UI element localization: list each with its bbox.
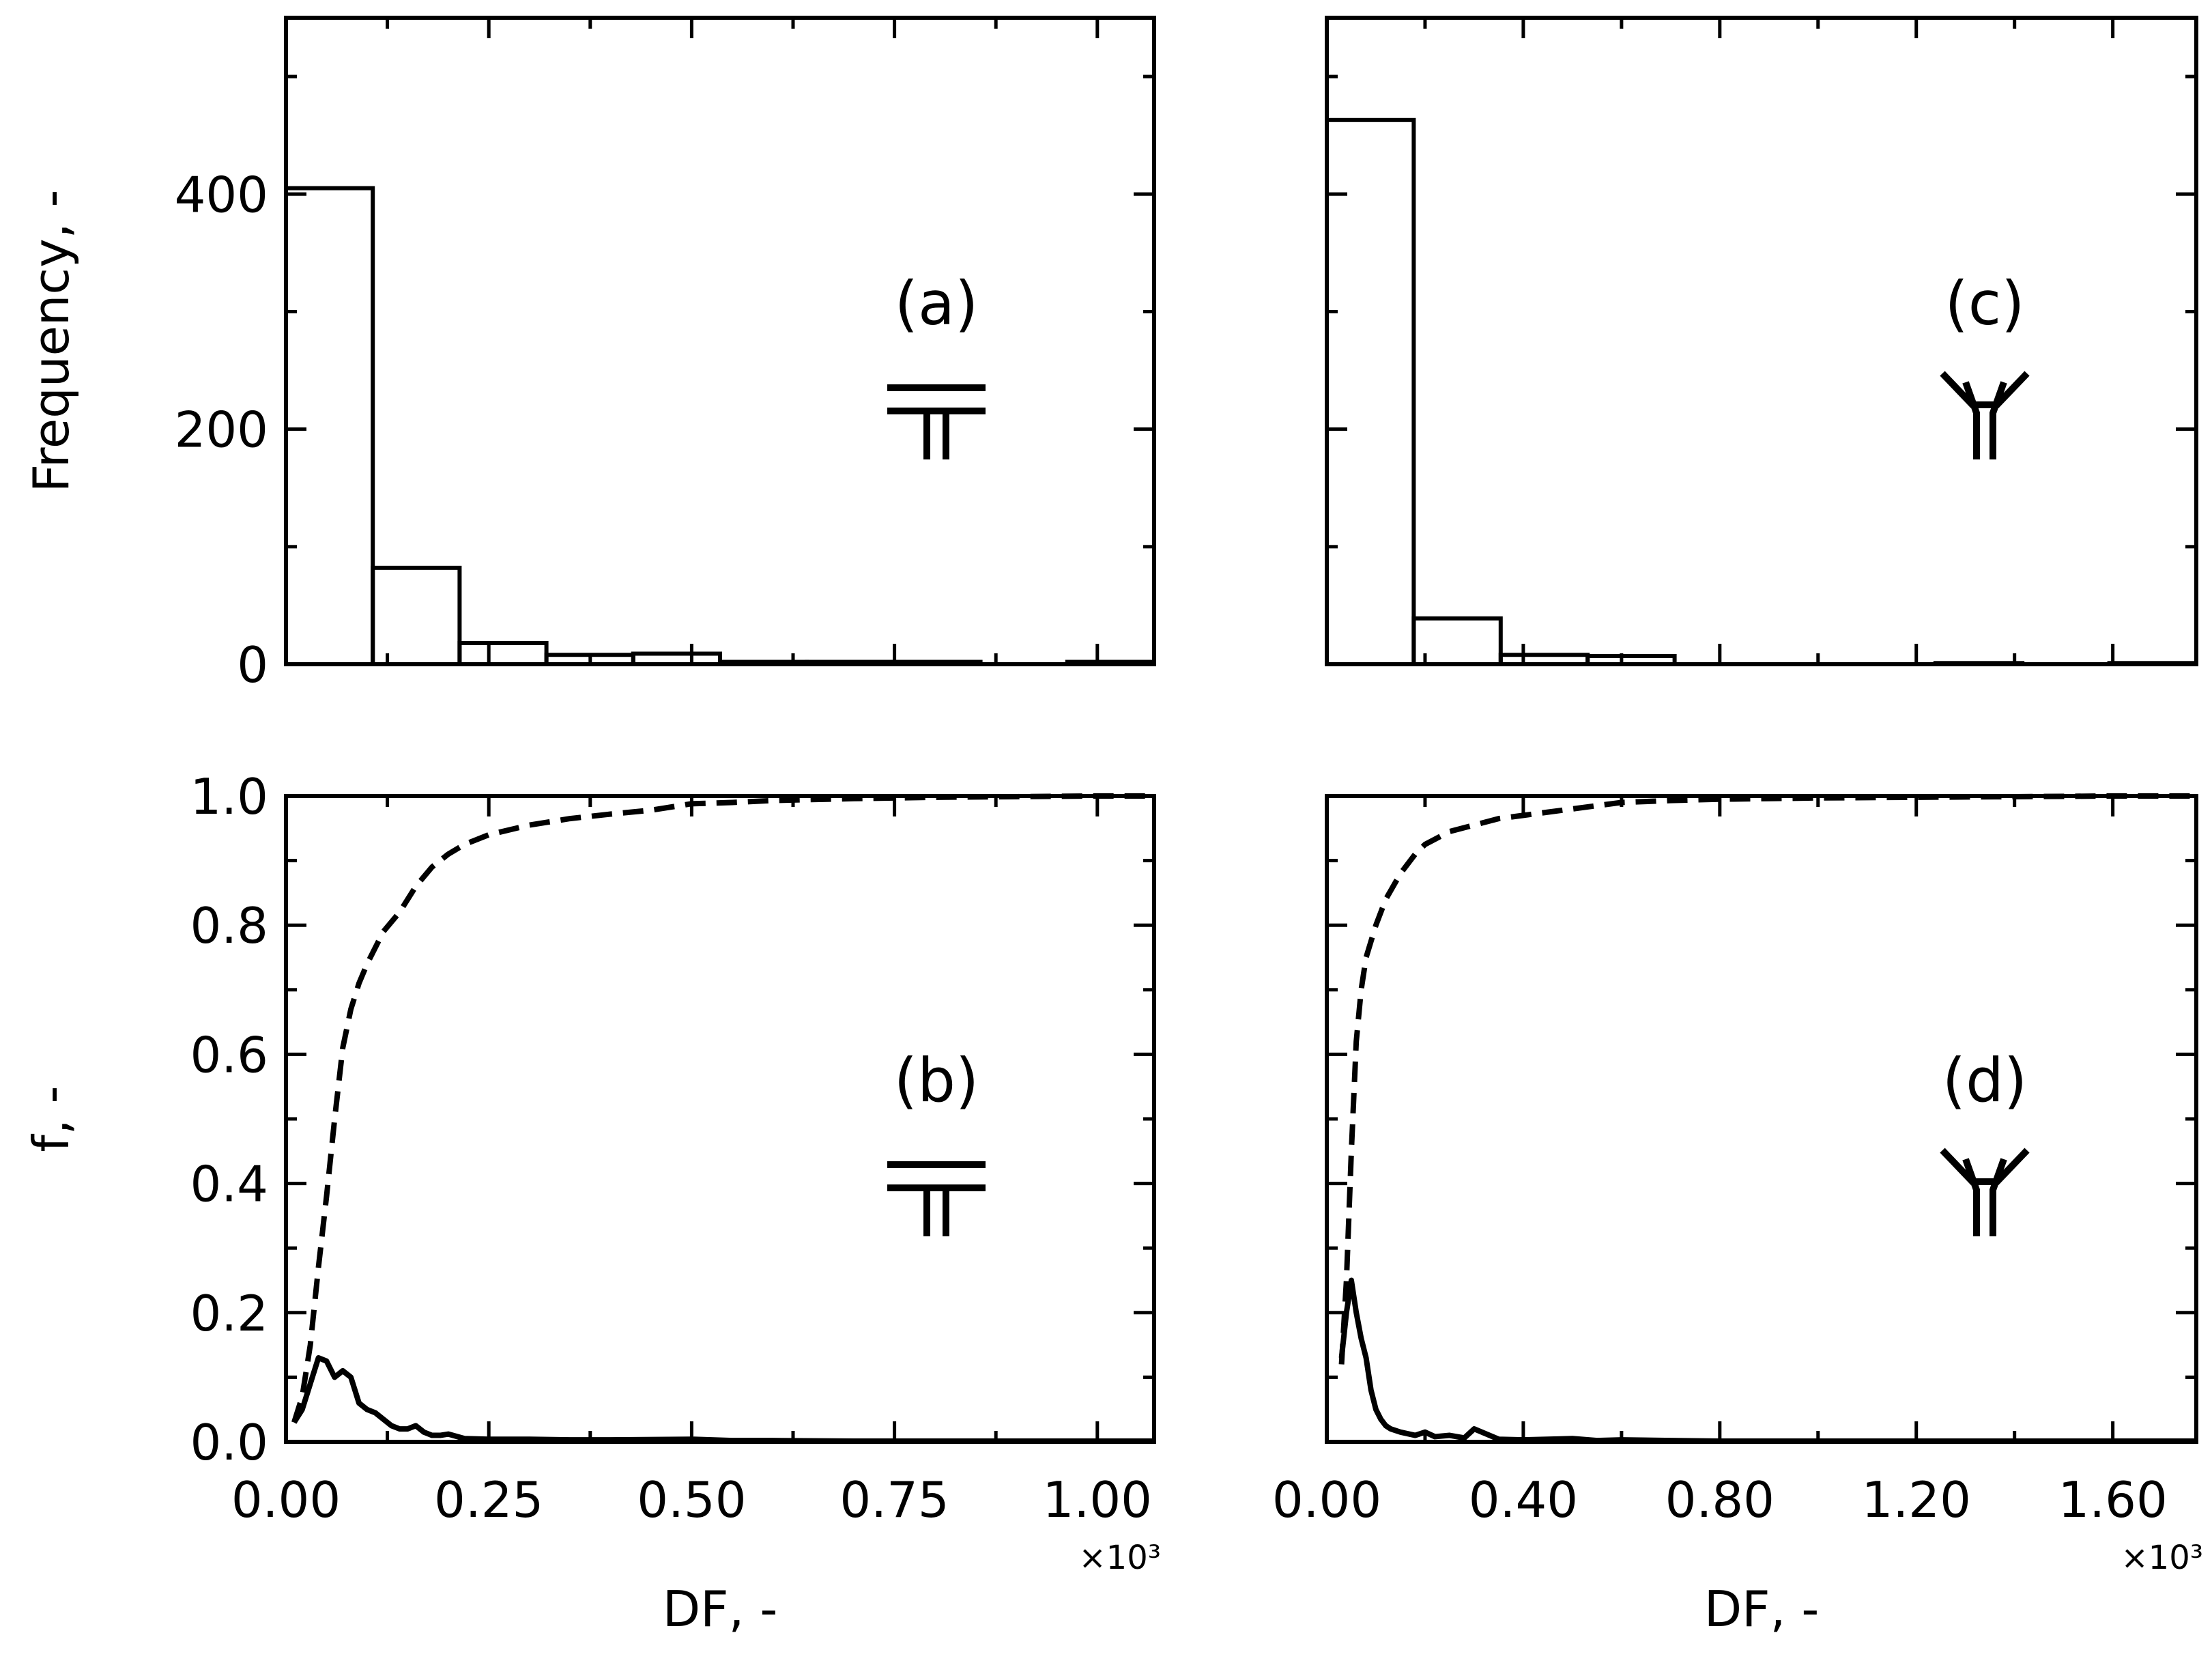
x-tick-label: 0.40 [1469, 1471, 1578, 1529]
axes-frame [284, 16, 1156, 666]
y-tick-label: 0 [237, 636, 268, 694]
x-axis-label: DF, - [1704, 1580, 1820, 1638]
x-tick-label: 0.25 [434, 1471, 543, 1529]
y-tick-label: 0.6 [190, 1026, 268, 1083]
histogram-bar [371, 565, 462, 666]
symbol-outer-fork [1940, 1148, 2030, 1185]
axes-frame [284, 794, 1156, 1444]
symbol-left-stem [887, 408, 930, 459]
y-axis-label: Frequency, - [23, 190, 80, 493]
x-tick-label: 0.50 [637, 1471, 746, 1529]
x-tick-label: 1.00 [1043, 1471, 1152, 1529]
symbol-right-stem [943, 1184, 986, 1236]
symbol-right-branch [1990, 381, 2007, 459]
histogram-bar [457, 641, 549, 666]
y-tick-label: 200 [175, 401, 268, 459]
cdf-line [291, 793, 1154, 1423]
pdf-line [1338, 1277, 2196, 1445]
symbol-outer-fork [1940, 371, 2030, 408]
panel-label: (b) [894, 1045, 979, 1115]
panel-c: (c) [1325, 16, 2199, 667]
x-multiplier-label: ×10³ [2121, 1539, 2203, 1577]
y-tick-label: 0.0 [190, 1414, 268, 1471]
symbol-left-branch [1962, 381, 1980, 459]
histogram-bar [1411, 616, 1503, 667]
x-multiplier-label: ×10³ [1078, 1539, 1161, 1577]
axes-frame [1325, 16, 2198, 666]
y-axis-label: f, - [23, 1085, 80, 1152]
panel-label: (c) [1944, 268, 2024, 339]
symbol-right-stem [943, 408, 986, 459]
panel-b: 0.00 0.25 0.50 0.75 1.00 0.0 0.2 0.4 0.6 0.8 1.0 (b… [23, 768, 1161, 1638]
y-tick-label: 0.2 [190, 1285, 268, 1342]
y-tick-label: 0.4 [190, 1156, 268, 1213]
axes-frame [1325, 794, 2198, 1444]
x-tick-label: 0.80 [1665, 1471, 1775, 1529]
panel-a: 0 200 400 (a) Frequency, - [23, 16, 1157, 694]
symbol-left-stem [887, 1184, 930, 1236]
y-tick-label: 1.0 [190, 768, 268, 825]
x-axis-label: DF, - [663, 1580, 778, 1638]
x-tick-label: 0.00 [231, 1471, 341, 1529]
x-tick-label: 0.00 [1272, 1471, 1381, 1529]
y-tick-label: 400 [175, 166, 268, 223]
histogram-bar [1325, 117, 1416, 667]
x-tick-label: 1.20 [1862, 1471, 1971, 1529]
histogram-bar [284, 186, 375, 666]
panel-d: 0.00 0.40 0.80 1.20 1.60 (d) ×10³ DF, - [1272, 793, 2203, 1638]
x-tick-label: 0.75 [839, 1471, 949, 1529]
panel-label: (d) [1942, 1045, 2028, 1115]
symbol-right-branch [1990, 1158, 2007, 1236]
cdf-line [1338, 793, 2196, 1365]
pdf-line [291, 1355, 1154, 1445]
x-tick-label: 1.60 [2058, 1471, 2167, 1529]
symbol-left-branch [1962, 1158, 1980, 1236]
y-tick-label: 0.8 [190, 897, 268, 954]
panel-label: (a) [895, 268, 979, 339]
